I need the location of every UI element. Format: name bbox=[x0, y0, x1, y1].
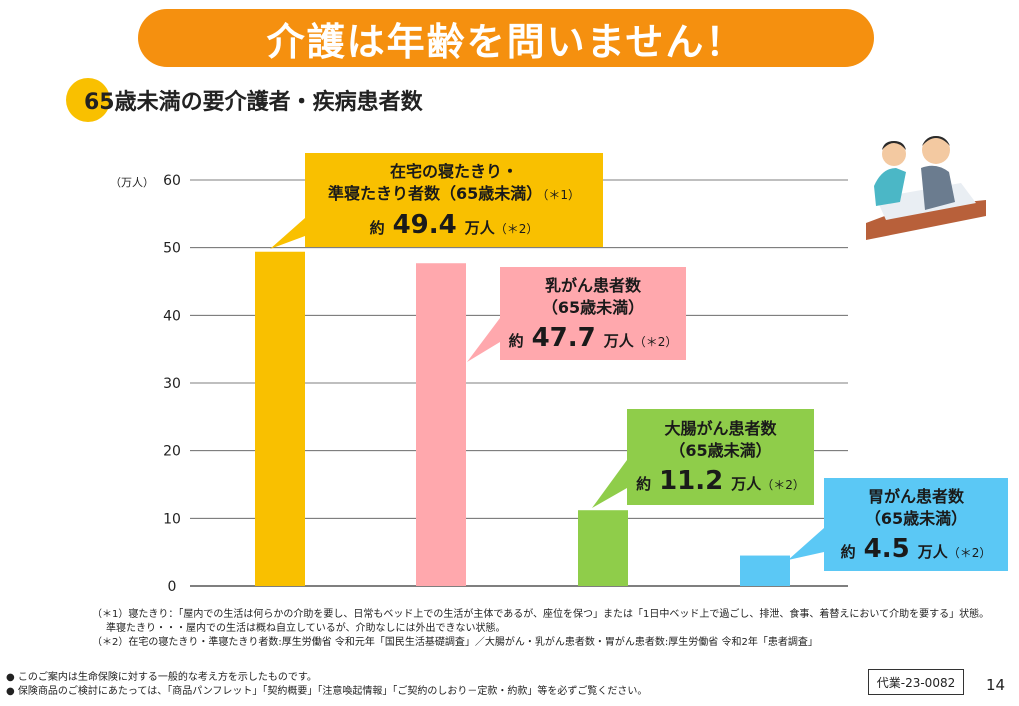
disclaimer-text-2: 保険商品のご検討にあたっては、「商品パンフレット」「契約概要」「注意喚起情報」「… bbox=[17, 686, 648, 697]
page-banner: 介護は年齢を問いません！ bbox=[138, 9, 874, 67]
footnote-2: （＊2）在宅の寝たきり・準寝たきり者数:厚生労働省 令和元年「国民生活基礎調査」… bbox=[92, 637, 818, 648]
footnote-1: （＊1）寝たきり：「屋内での生活は何らかの介助を要し、日常もベッド上での生活が主… bbox=[92, 609, 990, 620]
disclaimer: ● このご案内は生命保険に対する一般的な考え方を示したものです。 ● 保険商品の… bbox=[6, 671, 647, 699]
callout-prefix: 約 bbox=[508, 331, 524, 350]
callout-line1: 胃がん患者数 bbox=[867, 486, 964, 506]
callout-unit: 万人 bbox=[731, 475, 762, 493]
callout-pointer bbox=[467, 318, 500, 362]
footnotes: （＊1）寝たきり：「屋内での生活は何らかの介助を要し、日常もベッド上での生活が主… bbox=[92, 608, 989, 650]
callout-prefix: 約 bbox=[369, 218, 385, 237]
disclaimer-item: ● このご案内は生命保険に対する一般的な考え方を示したものです。 bbox=[6, 672, 317, 683]
y-axis-label: （万人） bbox=[110, 176, 154, 189]
y-tick-label: 0 bbox=[168, 579, 177, 595]
callout-prefix: 約 bbox=[636, 475, 652, 493]
callout-line2: （65歳未満） bbox=[864, 508, 968, 528]
callout-line1: 乳がん患者数 bbox=[544, 275, 641, 295]
y-tick-label: 60 bbox=[163, 173, 181, 189]
disclaimer-item: ● 保険商品のご検討にあたっては、「商品パンフレット」「契約概要」「注意喚起情報… bbox=[6, 686, 648, 697]
chart-subtitle: 65歳未満の要介護者・疾病患者数 bbox=[84, 90, 423, 115]
callout-value: 47.7 bbox=[531, 322, 596, 353]
callout-unit: 万人 bbox=[917, 542, 948, 561]
y-tick-label: 20 bbox=[163, 444, 181, 460]
y-tick-label: 40 bbox=[163, 308, 181, 324]
callout-pointer bbox=[270, 218, 305, 249]
bar bbox=[255, 251, 305, 586]
banner-title: 介護は年齢を問いません！ bbox=[266, 19, 746, 64]
callout-breast-cancer: 乳がん患者数 （65歳未満） 約 47.7 万人（＊2） bbox=[500, 267, 686, 360]
callout-line1: 大腸がん患者数 bbox=[664, 419, 777, 438]
callout-stomach-cancer: 胃がん患者数 （65歳未満） 約 4.5 万人（＊2） bbox=[824, 478, 1008, 571]
document-code: 代業-23-0082 bbox=[868, 669, 964, 695]
callout-unit: 万人 bbox=[464, 218, 495, 237]
callout-pointer bbox=[592, 460, 627, 508]
callout-pointer bbox=[788, 528, 824, 560]
bar bbox=[740, 555, 790, 586]
subtitle-dot-icon bbox=[66, 78, 110, 122]
document-code-text: 代業-23-0082 bbox=[876, 675, 956, 690]
callout-prefix: 約 bbox=[840, 542, 856, 561]
y-tick-label: 50 bbox=[163, 241, 181, 257]
callout-line2: （65歳未満） bbox=[669, 441, 772, 460]
callout-bedridden: 在宅の寝たきり・ 準寝たきり者数（65歳未満）（＊1） 約 49.4 万人（＊2） bbox=[305, 153, 603, 247]
bar bbox=[578, 510, 628, 586]
callout-note: （＊2） bbox=[761, 478, 805, 492]
y-tick-label: 10 bbox=[163, 511, 181, 527]
callout-value: 11.2 bbox=[659, 466, 724, 496]
callout-note: （＊2） bbox=[633, 334, 678, 349]
callout-line2: （65歳未満） bbox=[541, 297, 645, 317]
callout-note: （＊2） bbox=[494, 221, 539, 236]
callout-value: 49.4 bbox=[392, 209, 457, 240]
callout-value: 4.5 bbox=[863, 533, 910, 564]
footnote-1b: 準寝たきり・・・屋内での生活は概ね自立しているが、介助なしには外出できない状態。 bbox=[106, 623, 506, 634]
callout-sup: （＊1） bbox=[542, 187, 580, 202]
callout-note: （＊2） bbox=[947, 545, 992, 560]
page-number: 14 bbox=[986, 676, 1006, 694]
callout-line2: 準寝たきり者数（65歳未満） bbox=[328, 183, 543, 203]
disclaimer-text-1: このご案内は生命保険に対する一般的な考え方を示したものです。 bbox=[17, 672, 317, 683]
callout-line1: 在宅の寝たきり・ bbox=[389, 161, 518, 181]
bar bbox=[416, 263, 466, 586]
y-tick-label: 30 bbox=[163, 376, 181, 392]
callout-colon-cancer: 大腸がん患者数 （65歳未満） 約 11.2 万人（＊2） bbox=[627, 409, 814, 505]
caregiver-illustration-icon bbox=[866, 128, 986, 246]
callout-unit: 万人 bbox=[603, 331, 634, 350]
